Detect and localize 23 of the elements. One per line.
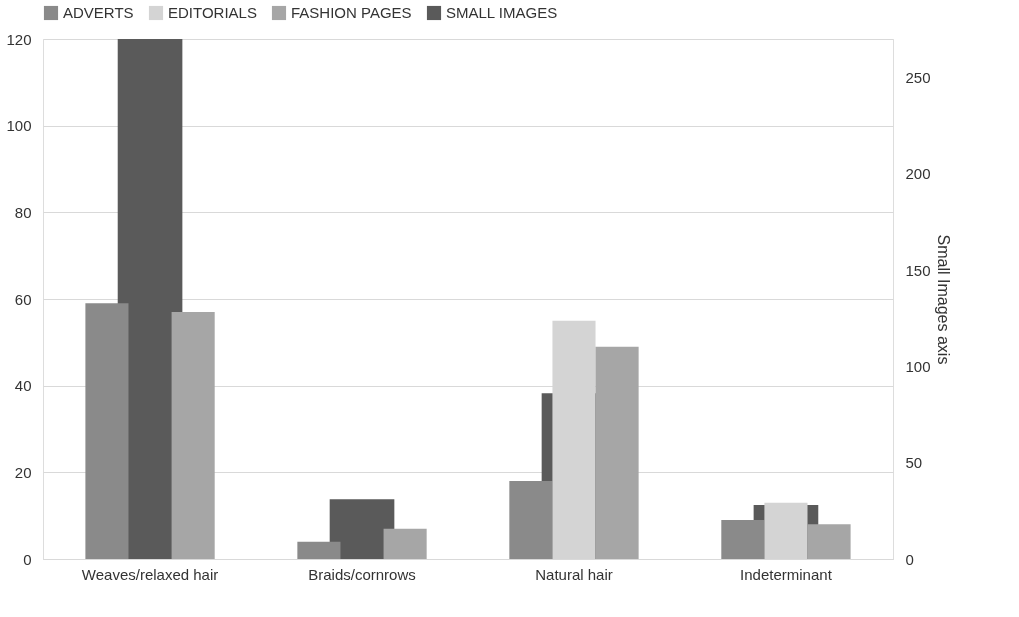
y-tick-label: 40 (14, 377, 32, 395)
x-tick-label: Braids/cornrows (308, 565, 416, 583)
legend-label: EDITORIALS (168, 4, 257, 21)
y-tick-label: 0 (23, 550, 32, 568)
y2-axis-title: Small Images axis (934, 234, 952, 365)
legend-label: SMALL IMAGES (446, 4, 558, 21)
bar (297, 541, 341, 559)
y2-tick-label: 150 (905, 261, 931, 279)
y-tick-label: 100 (6, 117, 32, 135)
y2-tick-label: 0 (905, 550, 914, 568)
y2-tick-label: 200 (905, 165, 931, 183)
y2-tick-label: 50 (905, 454, 923, 472)
y-tick-label: 20 (14, 463, 32, 481)
x-tick-label: Indeterminant (740, 565, 833, 583)
legend-label: ADVERTS (63, 4, 134, 21)
y-tick-label: 80 (14, 203, 32, 221)
x-tick-label: Weaves/relaxed hair (81, 565, 219, 583)
y-tick-label: 120 (6, 30, 32, 48)
y-tick-label: 60 (14, 290, 32, 308)
y2-tick-label: 250 (905, 69, 931, 87)
legend-label: FASHION PAGES (291, 4, 412, 21)
x-tick-label: Natural hair (535, 565, 613, 583)
y2-tick-label: 100 (905, 357, 931, 375)
